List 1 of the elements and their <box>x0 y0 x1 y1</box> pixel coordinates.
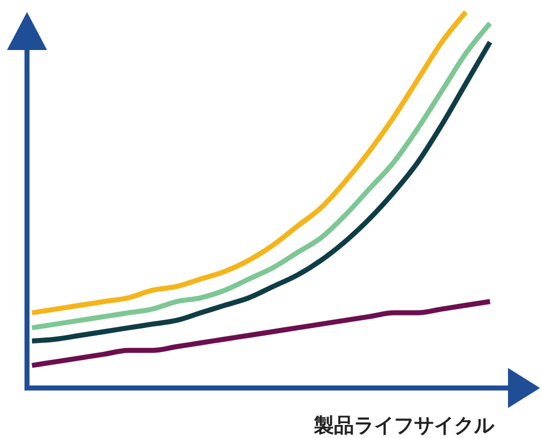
x-axis-title: 製品ライフサイクル <box>313 413 495 437</box>
